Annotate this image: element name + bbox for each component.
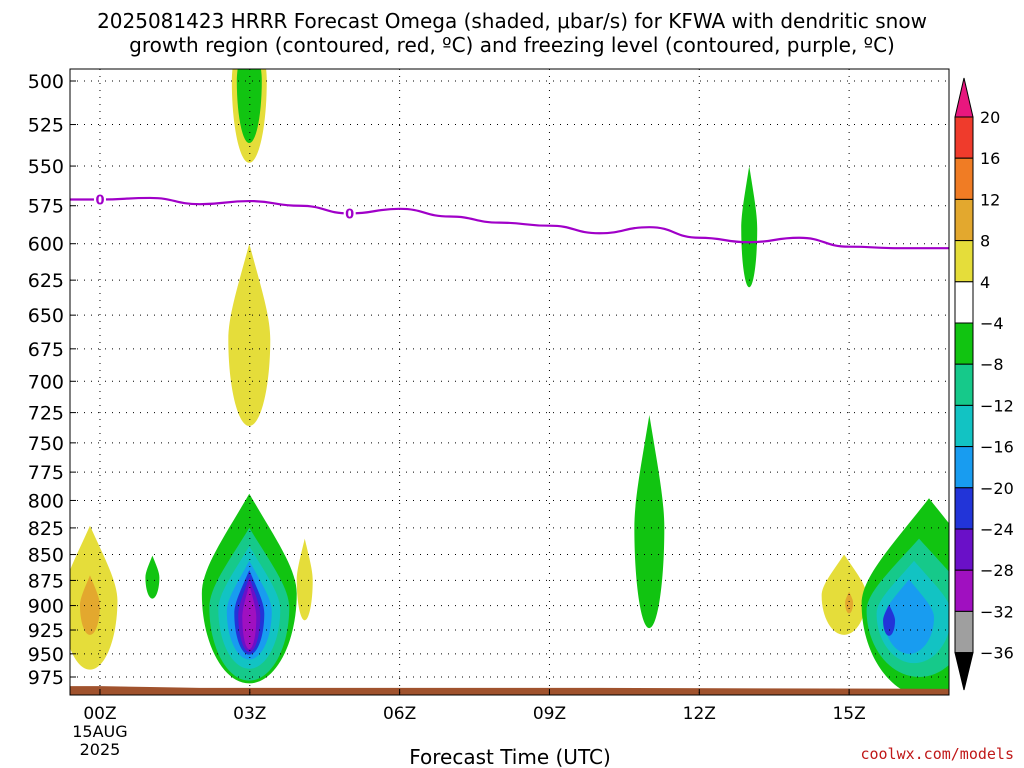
y-tick-label-550: 550: [28, 156, 64, 178]
y-tick-label-575: 575: [28, 196, 64, 218]
colorbar-segment-12: [954, 569, 974, 612]
y-tick-label-725: 725: [28, 403, 64, 425]
y-tick-label-825: 825: [28, 518, 64, 540]
omega-region-2: [228, 243, 271, 427]
omega-region-22: [883, 604, 896, 636]
credit-text: coolwx.com/models: [860, 745, 1014, 763]
colorbar-label-10: −24: [980, 520, 1014, 539]
colorbar-segment-10: [954, 487, 974, 530]
x-axis-label: Forecast Time (UTC): [409, 745, 611, 768]
y-axis: 500 525 550 575 600 625 650 675 700 725 750 775 800 8…: [28, 71, 76, 689]
colorbar-label-8: −16: [980, 438, 1014, 457]
colorbar-segment-11: [954, 528, 974, 571]
y-tick-label-625: 625: [28, 270, 64, 292]
colorbar-segment-13: [954, 610, 974, 654]
x-tick-label-09Z: 09Z: [533, 704, 566, 724]
y-tick-label-525: 525: [28, 115, 64, 137]
omega-region-15: [242, 584, 257, 650]
colorbar-label-4: 4: [980, 273, 990, 292]
x-tick-label-12Z: 12Z: [683, 704, 716, 724]
y-tick-label-850: 850: [28, 545, 64, 567]
x-date-label-0: 15AUG: [72, 722, 127, 741]
colorbar: 20 16 12 8 4 −4 −8 −12 −16 −20 −24 −28 −32 −36: [954, 77, 1014, 691]
y-tick-label-750: 750: [28, 433, 64, 455]
colorbar-segment-5: [954, 281, 974, 324]
colorbar-segment-4: [954, 240, 974, 283]
colorbar-label-12: −32: [980, 602, 1014, 621]
colorbar-segment-0: [954, 77, 974, 118]
chart-title-line-2: growth region (contoured, red, ºC) and f…: [129, 33, 895, 57]
x-tick-label-15Z: 15Z: [832, 704, 865, 724]
colorbar-segment-6: [954, 322, 974, 365]
terrain-band: [70, 686, 949, 695]
x-tick-label-06Z: 06Z: [383, 704, 416, 724]
freezing-label-bg-0: [93, 191, 106, 208]
colorbar-segment-3: [954, 198, 974, 242]
freezing-label-bg-1: [343, 205, 356, 222]
colorbar-label-5: −4: [980, 314, 1004, 333]
omega-region-21: [884, 579, 935, 654]
x-tick-label-03Z: 03Z: [233, 704, 266, 724]
omega-region-3: [741, 166, 758, 288]
y-tick-label-600: 600: [28, 234, 64, 256]
y-tick-label-900: 900: [28, 596, 64, 618]
colorbar-label-9: −20: [980, 479, 1014, 498]
y-tick-label-925: 925: [28, 620, 64, 642]
colorbar-segment-8: [954, 404, 974, 448]
colorbar-segment-1: [954, 116, 974, 159]
colorbar-segment-7: [954, 363, 974, 406]
y-tick-label-700: 700: [28, 371, 64, 393]
y-tick-label-775: 775: [28, 462, 64, 484]
omega-region-1: [236, 69, 262, 144]
colorbar-segment-14: [954, 652, 974, 691]
colorbar-label-6: −8: [980, 355, 1004, 374]
colorbar-label-11: −28: [980, 561, 1014, 580]
colorbar-label-13: −36: [980, 644, 1014, 663]
colorbar-label-1: 16: [980, 149, 1000, 168]
colorbar-label-0: 20: [980, 108, 1000, 127]
omega-region-17: [845, 591, 854, 614]
terrain: [70, 686, 949, 695]
x-tick-label-00Z: 00Z: [83, 704, 116, 724]
colorbar-segment-9: [954, 446, 974, 489]
colorbar-label-2: 12: [980, 190, 1000, 209]
omega-region-16: [821, 554, 867, 635]
y-tick-label-975: 975: [28, 667, 64, 689]
freezing-level-line: [70, 196, 949, 250]
plot-area: [70, 69, 949, 695]
y-tick-label-500: 500: [28, 71, 64, 93]
omega-region-6: [79, 575, 100, 635]
colorbar-label-7: −12: [980, 396, 1014, 415]
y-tick-label-950: 950: [28, 644, 64, 666]
y-tick-label-650: 650: [28, 305, 64, 327]
plot-frame: [69, 68, 950, 696]
freezing-level: 00: [70, 191, 949, 250]
omega-region-8: [296, 538, 313, 621]
freezing-level-label-0: 0: [95, 193, 104, 208]
omega-region-7: [145, 555, 160, 599]
x-date-label-1: 2025: [80, 740, 121, 759]
y-tick-label-875: 875: [28, 570, 64, 592]
colorbar-label-3: 8: [980, 232, 990, 251]
omega-shading: [70, 69, 949, 695]
omega-region-4: [634, 415, 665, 629]
chart-title-line-1: 2025081423 HRRR Forecast Omega (shaded, …: [97, 9, 927, 33]
freezing-level-label-1: 0: [345, 207, 354, 222]
colorbar-segment-2: [954, 157, 974, 200]
y-tick-label-800: 800: [28, 490, 64, 512]
y-tick-label-675: 675: [28, 339, 64, 361]
